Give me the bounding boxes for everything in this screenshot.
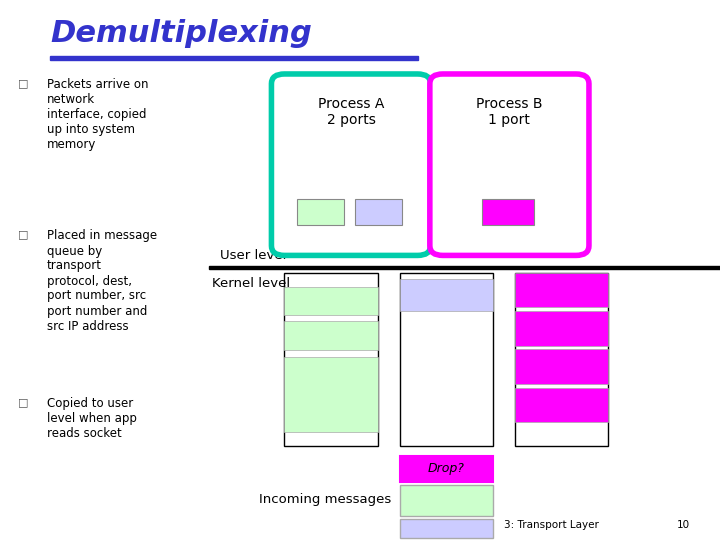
Bar bbox=[515, 273, 608, 446]
Bar bbox=[400, 456, 493, 482]
Bar bbox=[400, 279, 493, 310]
Text: Incoming messages: Incoming messages bbox=[259, 493, 392, 506]
Bar bbox=[355, 199, 402, 225]
Bar bbox=[297, 199, 344, 225]
Bar bbox=[400, 485, 493, 516]
FancyBboxPatch shape bbox=[430, 74, 589, 255]
Text: Kernel level: Kernel level bbox=[212, 277, 291, 290]
Text: □: □ bbox=[18, 230, 29, 240]
Text: □: □ bbox=[18, 397, 29, 407]
Bar bbox=[515, 273, 608, 307]
Text: Demultiplexing: Demultiplexing bbox=[50, 19, 312, 48]
Bar bbox=[284, 273, 378, 446]
Bar bbox=[515, 388, 608, 422]
Text: 10: 10 bbox=[677, 520, 690, 530]
Text: Process B
1 port: Process B 1 port bbox=[476, 97, 543, 127]
Text: Process A
2 ports: Process A 2 ports bbox=[318, 97, 384, 127]
Bar bbox=[515, 311, 608, 346]
FancyBboxPatch shape bbox=[271, 74, 431, 255]
Bar bbox=[284, 357, 378, 431]
Bar bbox=[284, 321, 378, 349]
Bar bbox=[482, 199, 534, 225]
Text: □: □ bbox=[18, 78, 29, 89]
Text: Copied to user
level when app
reads socket: Copied to user level when app reads sock… bbox=[47, 397, 137, 440]
Bar bbox=[50, 56, 418, 60]
Bar bbox=[515, 349, 608, 384]
Text: Packets arrive on
network
interface, copied
up into system
memory: Packets arrive on network interface, cop… bbox=[47, 78, 148, 151]
Bar bbox=[400, 273, 493, 446]
Text: Placed in message
queue by
transport
protocol, dest,
port number, src
port numbe: Placed in message queue by transport pro… bbox=[47, 230, 157, 333]
Bar bbox=[400, 519, 493, 538]
Bar bbox=[209, 266, 720, 269]
Bar bbox=[284, 287, 378, 315]
Text: Drop?: Drop? bbox=[428, 462, 465, 475]
Text: User level: User level bbox=[220, 249, 286, 262]
Text: 3: Transport Layer: 3: Transport Layer bbox=[504, 520, 599, 530]
